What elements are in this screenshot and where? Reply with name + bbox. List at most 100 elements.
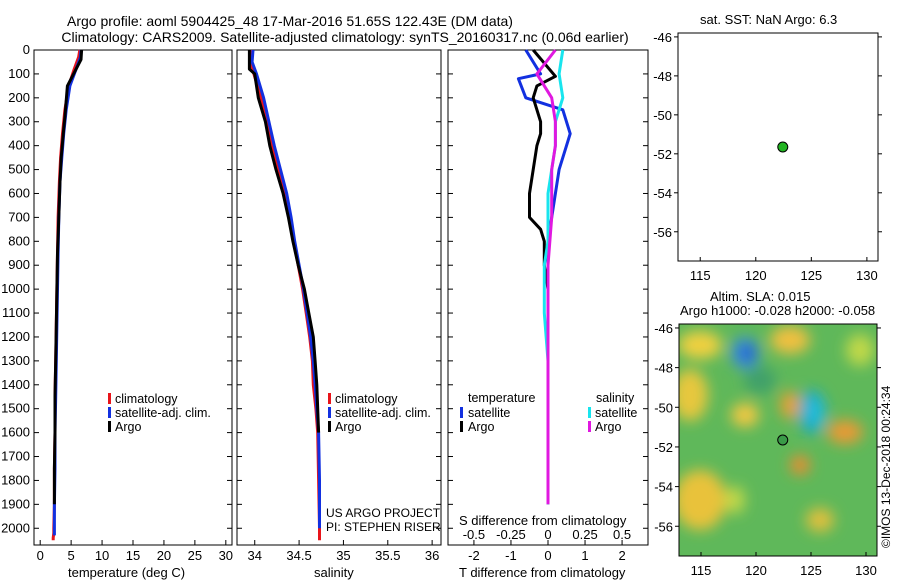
lat-tick-label: -52	[653, 147, 672, 162]
legend-label-temperature-satellite: satellite	[468, 406, 510, 420]
lon-tick-label: 115	[691, 563, 712, 578]
series-salinity-argo	[535, 49, 557, 505]
difference-panel: -2 -1 0 1 2 -0.5 -0.25 0 0.25 0.5 S difference f…	[447, 49, 649, 580]
lon-tick-label: 130	[855, 563, 877, 578]
lat-tick-label: -46	[653, 30, 672, 45]
difference-xticks: -2 -1 0 1 2	[468, 540, 626, 563]
legend-swatch-temperature-argo	[460, 421, 463, 432]
imos-watermark: ©IMOS 13-Dec-2018 00:24:34	[879, 385, 893, 548]
legend-swatch-salinity-argo	[588, 421, 591, 432]
sla-map-title: Altim. SLA: 0.015	[710, 289, 810, 304]
credit-pi: PI: STEPHEN RISER	[326, 520, 441, 534]
salinity-xticks: 34 34.5 35 35.5 36	[248, 540, 439, 563]
sla-map-yticks: -46 -48 -50 -52 -54 -56	[654, 321, 881, 534]
difference-top-xticks: -0.5 -0.25 0 0.25 0.5	[463, 527, 631, 542]
legend-swatch-argo	[108, 421, 111, 432]
lon-tick-label: 120	[745, 268, 767, 283]
salinity-xlabel: salinity	[314, 565, 354, 580]
legend-label-argo: Argo	[335, 420, 361, 434]
lat-tick-label: -56	[654, 519, 673, 534]
salinity-legend: climatology satellite-adj. clim. Argo	[328, 392, 431, 434]
lat-tick-label: -52	[654, 440, 673, 455]
x-tick-label-salinity: -0.5	[463, 527, 485, 542]
sst-map-panel: sat. SST: NaN Argo: 6.3 -46-48-50-52-54-…	[653, 12, 882, 283]
legend-swatch-temperature-satellite	[460, 407, 463, 418]
series-argo	[52, 49, 84, 505]
credit-project: US ARGO PROJECT	[326, 506, 441, 520]
depth-tick-label: 1100	[2, 305, 30, 320]
x-tick-label: 34.5	[286, 548, 311, 563]
series-salinity-satellite	[542, 49, 565, 505]
figure-title: Argo profile: aoml 5904425_48 17-Mar-201…	[67, 13, 513, 29]
sst-map-yticks: -46 -48 -50 -52 -54 -56	[653, 30, 882, 240]
x-tick-label: 36	[425, 548, 439, 563]
depth-tick-label: 1500	[1, 401, 30, 416]
legend-title-temperature: temperature	[468, 391, 535, 405]
x-tick-label: 0	[544, 548, 551, 563]
legend-swatch-argo	[328, 421, 331, 432]
x-tick-label: 35	[336, 548, 350, 563]
x-tick-label: 15	[126, 548, 140, 563]
depth-tick-label: 500	[8, 162, 30, 177]
x-tick-label: 25	[188, 548, 202, 563]
argo-float-marker	[777, 141, 789, 153]
x-tick-label: 1	[581, 548, 588, 563]
x-tick-label: 2	[618, 548, 625, 563]
lat-tick-label: -54	[653, 186, 672, 201]
temperature-xlabel: temperature (deg C)	[68, 565, 185, 580]
series-climatology	[248, 50, 321, 541]
sla-map-panel: Altim. SLA: 0.015 Argo h1000: -0.028 h20…	[654, 289, 893, 578]
lon-tick-label: 125	[800, 268, 822, 283]
x-tick-label: -1	[505, 548, 517, 563]
salinity-panel: 34 34.5 35 35.5 36 salinity climatology sate…	[236, 49, 442, 580]
t-difference-xlabel: T difference from climatology	[459, 565, 626, 580]
depth-tick-label: 100	[8, 66, 30, 81]
x-tick-label: 5	[68, 548, 75, 563]
difference-series	[516, 49, 572, 505]
series-temperature-argo	[528, 49, 557, 505]
depth-tick-label: 1900	[1, 496, 30, 511]
depth-tick-label: 1000	[1, 281, 30, 296]
series-argo	[247, 50, 321, 433]
difference-legend: temperature satellite Argo salinity sate…	[460, 391, 637, 434]
legend-swatch-climatology	[108, 393, 111, 404]
series-satellite-adj-clim-	[250, 49, 321, 529]
lat-tick-label: -50	[654, 400, 673, 415]
depth-tick-label: 2000	[1, 520, 30, 535]
sla-heatmap	[679, 324, 877, 556]
temperature-xticks: 0 5 10 15 20 25 30	[37, 540, 233, 563]
legend-swatch-satellite	[108, 407, 111, 418]
depth-tick-label: 200	[8, 90, 30, 105]
legend-label-argo: Argo	[115, 420, 141, 434]
x-tick-label: 30	[219, 548, 233, 563]
lon-tick-label: 115	[690, 268, 711, 283]
temperature-legend: climatology satellite-adj. clim. Argo	[108, 392, 211, 434]
lat-tick-label: -56	[653, 225, 672, 240]
depth-tick-label: 1400	[1, 377, 30, 392]
x-tick-label: 34	[248, 548, 262, 563]
x-tick-label: 20	[157, 548, 171, 563]
x-tick-label: 35.5	[375, 548, 400, 563]
legend-swatch-salinity-satellite	[588, 407, 591, 418]
legend-label-salinity-satellite: satellite	[595, 406, 637, 420]
sla-map-points	[777, 434, 789, 446]
legend-label-climatology: climatology	[115, 392, 178, 406]
series-satellite-adj-clim-	[52, 49, 83, 536]
lat-tick-label: -48	[654, 361, 673, 376]
lon-tick-label: 130	[856, 268, 878, 283]
lat-tick-label: -48	[653, 69, 672, 84]
lon-tick-label: 120	[745, 563, 767, 578]
depth-tick-label: 1300	[1, 353, 30, 368]
depth-tick-label: 600	[8, 185, 30, 200]
lat-tick-label: -46	[654, 321, 673, 336]
x-tick-label-salinity: 0.25	[572, 527, 597, 542]
depth-tick-label: 1200	[1, 329, 30, 344]
legend-title-salinity: salinity	[596, 391, 635, 405]
depth-tick-label: 1800	[1, 472, 30, 487]
depth-tick-label: 1600	[1, 425, 30, 440]
sst-map-title: sat. SST: NaN Argo: 6.3	[700, 12, 837, 27]
depth-tick-label: 1700	[1, 449, 30, 464]
depth-tick-label: 300	[8, 114, 30, 129]
sst-map-xticks: 115 120 125 130	[690, 257, 878, 283]
depth-tick-label: 0	[23, 42, 30, 57]
